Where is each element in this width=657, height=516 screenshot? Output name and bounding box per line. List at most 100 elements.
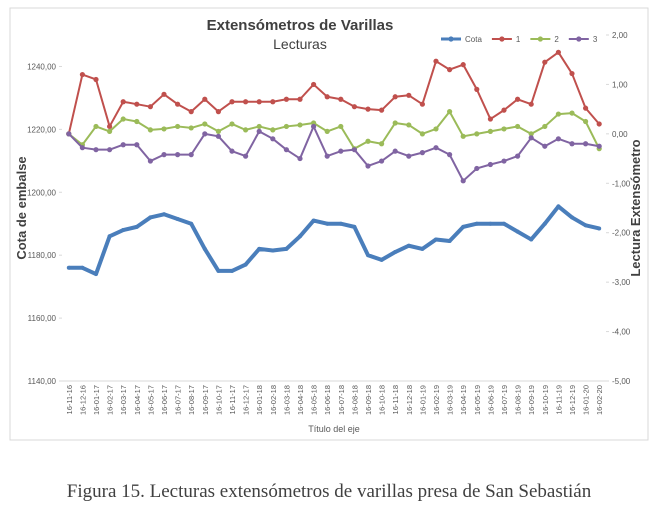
series-line — [68, 110, 601, 150]
data-point — [433, 58, 439, 64]
legend-marker — [537, 36, 543, 42]
y-axis-title: Cota de embalse — [14, 156, 29, 259]
data-point — [487, 116, 493, 122]
data-point — [229, 148, 235, 154]
data-point — [325, 221, 330, 226]
x-tick-label: 16-06-17 — [160, 385, 169, 415]
x-tick-label: 16-09-19 — [527, 385, 536, 415]
data-point — [555, 136, 562, 142]
y2-tick-label: -2,00 — [612, 229, 631, 238]
x-tick-label: 16-11-19 — [554, 385, 563, 414]
legend-marker — [499, 36, 505, 42]
data-point — [596, 143, 602, 149]
data-point — [297, 96, 303, 102]
data-point — [324, 94, 330, 100]
data-point — [175, 123, 181, 130]
data-point — [311, 218, 316, 223]
data-point — [528, 101, 534, 107]
data-point — [529, 237, 534, 242]
data-point — [80, 265, 85, 270]
data-point — [284, 246, 289, 251]
data-point — [419, 101, 425, 107]
data-point — [120, 142, 126, 148]
data-point — [283, 123, 289, 130]
data-point — [528, 131, 534, 137]
data-point — [134, 224, 139, 229]
data-point — [120, 116, 126, 122]
y-tick-label: 1180,00 — [28, 251, 57, 260]
data-point — [121, 228, 126, 233]
data-point — [188, 109, 194, 115]
x-tick-label: 16-07-19 — [500, 385, 509, 415]
data-point — [175, 217, 180, 222]
x-tick-label: 16-02-19 — [432, 385, 441, 415]
x-tick-label: 16-08-17 — [187, 385, 196, 415]
data-point — [324, 128, 330, 134]
data-point — [379, 141, 385, 147]
data-point — [188, 125, 194, 131]
data-point — [311, 123, 317, 130]
data-point — [392, 120, 398, 126]
x-tick-label: 16-11-17 — [228, 385, 237, 414]
x-tick-label: 16-07-17 — [174, 385, 183, 415]
y-tick-label: 1240,00 — [27, 62, 56, 71]
x-tick-label: 16-11-18 — [391, 385, 400, 414]
data-point — [161, 126, 167, 132]
data-point — [66, 131, 72, 137]
data-point — [243, 153, 249, 159]
data-point — [379, 257, 384, 262]
y2-tick-label: 2,00 — [612, 31, 628, 40]
data-point — [202, 121, 208, 127]
x-tick-label: 16-02-20 — [595, 385, 604, 415]
data-point — [474, 131, 480, 137]
data-point — [202, 246, 207, 251]
y-tick-label: 1140,00 — [28, 377, 57, 386]
data-point — [229, 99, 235, 105]
data-point — [93, 147, 99, 153]
data-point — [147, 158, 153, 164]
data-point — [215, 128, 221, 134]
data-point — [107, 128, 113, 134]
data-point — [542, 143, 548, 149]
data-point — [107, 123, 113, 130]
data-point — [393, 250, 398, 255]
series-line — [68, 204, 600, 277]
x-tick-label: 16-01-19 — [418, 385, 427, 415]
x-tick-label: 16-12-17 — [242, 385, 251, 415]
x-tick-label: 16-10-18 — [378, 385, 387, 415]
x-tick-label: 16-11-16 — [65, 385, 74, 414]
data-point — [433, 145, 439, 151]
data-point — [338, 123, 344, 130]
data-point — [147, 104, 153, 110]
data-point — [256, 99, 262, 105]
data-point — [256, 128, 262, 134]
legend-label: Cota — [465, 35, 482, 44]
x-tick-label: 16-08-19 — [514, 385, 523, 415]
series-line — [67, 51, 600, 135]
data-point — [134, 142, 140, 148]
data-point — [406, 122, 412, 128]
data-point — [434, 237, 438, 242]
x-tick-label: 16-10-17 — [214, 385, 223, 415]
x-tick-label: 16-01-18 — [255, 385, 264, 415]
x-tick-label: 16-03-17 — [119, 385, 128, 415]
data-point — [202, 131, 208, 137]
y-tick-label: 1220,00 — [27, 125, 56, 134]
data-point — [338, 148, 344, 154]
x-tick-label: 16-12-18 — [405, 385, 414, 415]
x-tick-label: 16-12-16 — [78, 385, 87, 415]
data-point — [283, 96, 289, 102]
y2-tick-label: -3,00 — [612, 278, 631, 287]
data-point — [583, 105, 589, 111]
legend-label: 3 — [593, 35, 598, 44]
data-point — [460, 133, 466, 139]
data-point — [93, 76, 99, 83]
data-point — [515, 123, 521, 130]
data-point — [569, 110, 575, 116]
x-tick-label: 16-08-18 — [350, 385, 359, 415]
legend-label: 1 — [516, 35, 521, 44]
data-point — [107, 147, 113, 153]
data-point — [447, 109, 453, 115]
x-axis-title: Título del eje — [308, 424, 360, 434]
